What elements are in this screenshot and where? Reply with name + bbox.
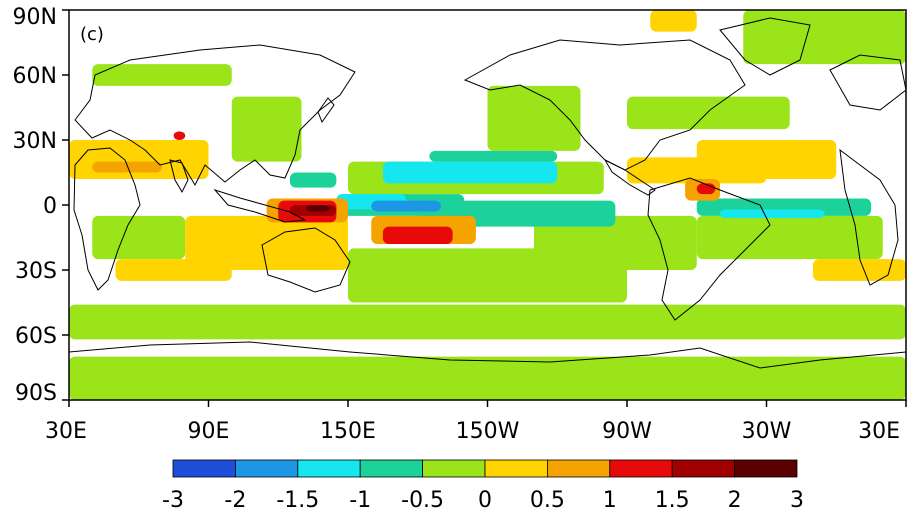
anomaly-region [371,200,441,212]
coastline-layer [68,17,907,369]
x-tick-label: 30W [742,419,792,444]
y-tick-label: 90N [13,5,57,30]
anomaly-region [382,161,558,184]
anomaly-region [306,205,330,212]
anomaly-region [92,64,232,86]
x-axis-ticks: 30E 90E 150E 150W 90W 30W 30E [45,400,907,444]
coastline-indonesia [213,188,307,223]
anomaly-region [382,226,453,244]
colorbar-label: -0.5 [401,488,444,513]
coastline-north-america [463,39,746,171]
colorbar-label: -3 [162,488,184,513]
y-tick-label: 60N [13,64,57,89]
coastline-japan [317,97,335,124]
colorbar-swatch [422,459,486,478]
anomaly-region [173,131,186,140]
colorbar [172,459,798,478]
anomaly-region [231,96,302,162]
anomaly-region [650,10,697,32]
colorbar-swatch [609,459,673,478]
colorbar-label: -1.5 [276,488,319,513]
colorbar-labels: -3 -2 -1.5 -1 -0.5 0 0.5 1 1.5 2 3 [162,488,804,513]
y-tick-label: 30N [13,129,57,154]
coastline-eurasia [74,44,356,187]
colorbar-label: 3 [790,488,804,513]
colorbar-label: 0 [478,488,492,513]
colorbar-swatch [234,459,299,478]
x-tick-label: 30E [45,419,87,444]
anomaly-region [92,215,186,260]
colorbar-swatch [734,459,798,478]
anomaly-region [534,215,697,270]
colorbar-label: -2 [224,488,246,513]
x-tick-label: 150W [456,419,520,444]
coastline-europe-east [839,148,899,286]
y-axis-ticks: 90N 60N 30N 0 30S 60S 90S [13,5,69,406]
y-tick-label: 30S [15,259,57,284]
colorbar-swatch [484,459,548,478]
anomaly-region [69,356,906,400]
anomaly-region [720,209,825,218]
coastline-india [169,159,189,194]
colorbar-label: 2 [728,488,742,513]
colorbar-label: 0.5 [530,488,565,513]
anomaly-region [69,304,906,340]
anomaly-region [115,259,232,281]
anomaly-region [487,85,581,151]
colorbar-swatch [547,459,611,478]
x-tick-label: 90W [602,419,652,444]
colorbar-swatch [172,459,236,478]
y-tick-label: 60S [15,324,57,349]
colorbar-label: -1 [349,488,371,513]
anomaly-region [743,10,906,65]
x-tick-label: 30E [858,419,900,444]
anomaly-region [627,96,790,130]
colorbar-swatch [297,459,361,478]
anomaly-region [289,172,337,188]
coastline-south-america [647,177,771,321]
x-tick-label: 90E [188,419,230,444]
coastline-central-america [603,158,656,196]
coastline-greenland [719,17,811,76]
colorbar-label: 1 [603,488,617,513]
map-area [68,9,907,401]
anomaly-region [92,161,162,173]
anomaly-region [813,259,906,281]
coastline-antarctica [68,341,907,369]
anomaly-region [627,157,767,184]
x-tick-label: 150E [320,419,376,444]
y-tick-label: 0 [43,194,57,219]
colorbar-label: 1.5 [655,488,690,513]
colorbar-swatch [359,459,424,478]
anomaly-region [696,215,883,260]
panel-label: (c) [80,24,104,45]
coastline-australia [261,227,351,293]
coastline-africa [73,147,141,291]
y-tick-label: 90S [15,381,57,406]
colorbar-swatch [671,459,736,478]
anomaly-region [429,150,558,162]
anomaly-region [417,270,488,303]
